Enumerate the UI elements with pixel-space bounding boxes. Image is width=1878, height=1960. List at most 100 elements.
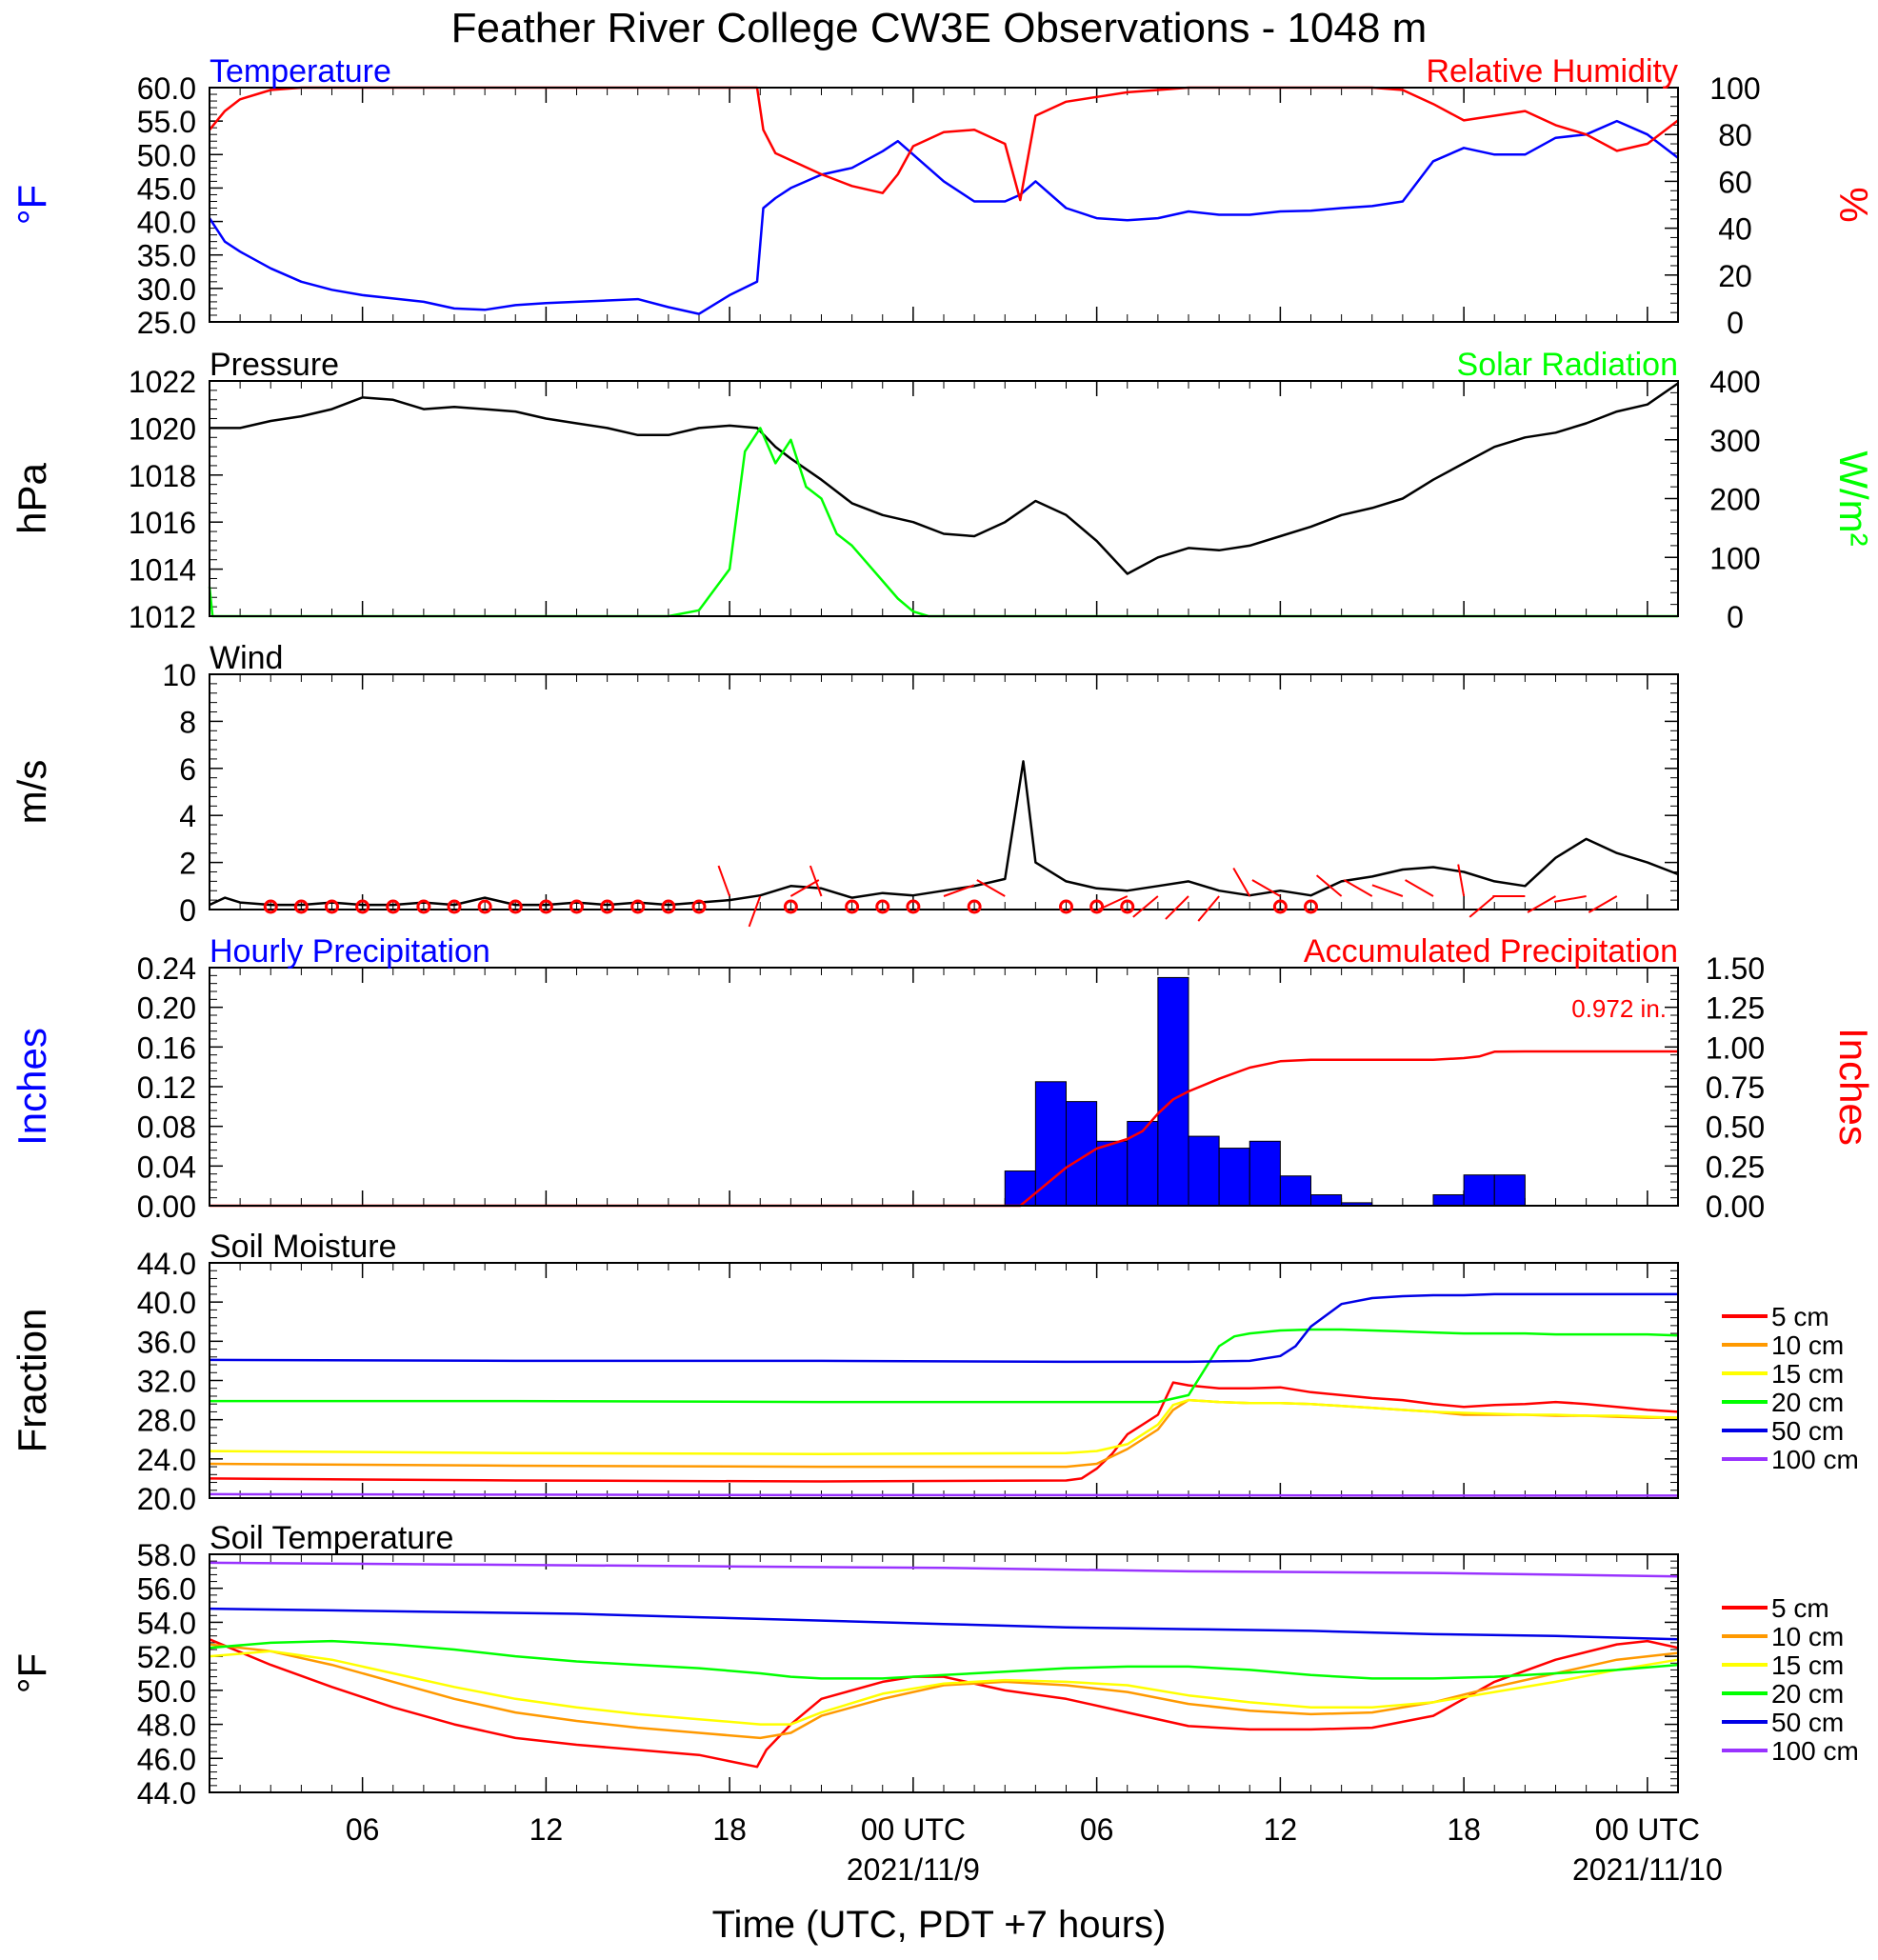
y-tick-label-left: 25.0 bbox=[137, 306, 196, 340]
series-line-temperature bbox=[208, 119, 1679, 315]
precip-bar bbox=[1249, 1140, 1281, 1207]
y-tick-label-left: 0 bbox=[179, 893, 196, 928]
y-tick-label-left: 20.0 bbox=[137, 1482, 196, 1516]
y-tick-label-right: 100 bbox=[1709, 71, 1760, 106]
y-tick-label-right: 1.25 bbox=[1706, 991, 1765, 1026]
y-tick-label-left: 52.0 bbox=[137, 1640, 196, 1674]
calm-wind-circle bbox=[416, 899, 431, 914]
y-tick-label-right: 80 bbox=[1718, 118, 1752, 152]
calm-wind-circle bbox=[569, 899, 584, 914]
calm-wind-circle bbox=[906, 899, 921, 914]
wind-barb bbox=[1315, 874, 1343, 897]
y-tick-label-left: 6 bbox=[179, 752, 196, 787]
y-tick-label-right: 0.75 bbox=[1706, 1070, 1765, 1105]
legend-label: 10 cm bbox=[1771, 1622, 1844, 1651]
wind-barb bbox=[789, 879, 820, 897]
calm-wind-circle bbox=[691, 899, 707, 914]
calm-wind-circle bbox=[293, 899, 309, 914]
plot-frame bbox=[209, 87, 1679, 323]
series-line-5-cm bbox=[209, 1381, 1679, 1483]
panel-title-left: Temperature bbox=[210, 53, 391, 90]
plot-frame bbox=[209, 967, 1679, 1207]
wind-barb bbox=[1457, 864, 1466, 897]
wind-barb bbox=[1165, 895, 1189, 920]
y-tick-label-left: 0.08 bbox=[137, 1110, 196, 1145]
series-line-15-cm bbox=[209, 1650, 1679, 1726]
y-tick-label-left: 4 bbox=[179, 799, 196, 833]
plot-frame bbox=[209, 380, 1679, 617]
y-tick-label-left: 0.04 bbox=[137, 1150, 196, 1184]
x-tick-date-label: 2021/11/9 bbox=[847, 1852, 980, 1887]
panel-title-left: Soil Temperature bbox=[210, 1520, 453, 1556]
calm-wind-circle bbox=[1304, 899, 1318, 914]
precip-bar bbox=[1279, 1175, 1311, 1207]
calm-wind-circle bbox=[1272, 899, 1288, 914]
calm-wind-circle bbox=[1089, 899, 1105, 914]
calm-wind-circle bbox=[1059, 899, 1073, 914]
x-tick-label: 18 bbox=[1447, 1812, 1481, 1847]
y-tick-label-left: 60.0 bbox=[137, 71, 196, 106]
legend-label: 50 cm bbox=[1771, 1416, 1844, 1446]
y-tick-label-left: 44.0 bbox=[137, 1776, 196, 1810]
legend-label: 20 cm bbox=[1771, 1388, 1844, 1417]
y-tick-label-left: 48.0 bbox=[137, 1709, 196, 1743]
precip-bar bbox=[1157, 976, 1189, 1207]
series-line-50-cm bbox=[209, 1292, 1678, 1364]
calm-wind-circle bbox=[600, 899, 615, 914]
panel-title-right: Relative Humidity bbox=[1426, 53, 1678, 90]
legend-label: 10 cm bbox=[1771, 1330, 1844, 1360]
wind-barb bbox=[1405, 879, 1434, 897]
panel-title-left: Pressure bbox=[210, 347, 339, 383]
precip-bar bbox=[1096, 1140, 1129, 1207]
legend-label: 5 cm bbox=[1771, 1302, 1829, 1331]
y-tick-label-left: 0.24 bbox=[137, 951, 196, 986]
calm-wind-circle bbox=[538, 899, 553, 914]
y-tick-label-right: 0.25 bbox=[1706, 1150, 1765, 1184]
calm-wind-circle bbox=[477, 899, 492, 914]
y-tick-label-left: 8 bbox=[179, 705, 196, 739]
calm-wind-circle bbox=[386, 899, 401, 914]
precip-bar bbox=[1218, 1148, 1250, 1207]
series-line-10-cm bbox=[209, 1398, 1678, 1469]
y-tick-label-right: 200 bbox=[1709, 483, 1760, 517]
precip-bar bbox=[1493, 1174, 1526, 1207]
y-tick-label-left: 1012 bbox=[129, 600, 196, 634]
precip-bar bbox=[1004, 1170, 1036, 1207]
y-tick-label-left: 58.0 bbox=[137, 1538, 196, 1572]
plot-frame bbox=[209, 1553, 1679, 1793]
series-line-50-cm bbox=[209, 1607, 1679, 1641]
legend-label: 50 cm bbox=[1771, 1708, 1844, 1737]
y-tick-label-left: 24.0 bbox=[137, 1443, 196, 1477]
wind-barb bbox=[1197, 895, 1220, 922]
calm-wind-circle bbox=[508, 899, 523, 914]
series-line-100-cm bbox=[209, 1492, 1678, 1497]
wind-barb bbox=[717, 865, 731, 897]
y-tick-label-left: 35.0 bbox=[137, 239, 196, 273]
precip-bar bbox=[1463, 1174, 1495, 1207]
y-tick-label-right: 0 bbox=[1727, 306, 1744, 340]
y-tick-label-left: 1018 bbox=[129, 459, 196, 493]
y-axis-label-left: Inches bbox=[10, 1028, 54, 1146]
y-tick-label-left: 30.0 bbox=[137, 272, 196, 307]
wind-barb bbox=[976, 879, 1006, 897]
y-tick-label-right: 0.00 bbox=[1706, 1190, 1765, 1224]
y-axis-label-left: hPa bbox=[10, 462, 54, 533]
x-axis: 06 12 18 00 UTC 2021/11/9 06 12 18 00 UTC 2021/11… bbox=[346, 1812, 1723, 1887]
y-axis-label-left: Fraction bbox=[10, 1309, 54, 1453]
series-line-20-cm bbox=[209, 1639, 1679, 1680]
y-axis-label-left: m/s bbox=[10, 760, 54, 825]
panel-title-left: Soil Moisture bbox=[210, 1229, 397, 1265]
x-tick-label: 00 UTC bbox=[861, 1812, 966, 1847]
y-tick-label-left: 32.0 bbox=[137, 1365, 196, 1399]
y-tick-label-left: 55.0 bbox=[137, 105, 196, 139]
y-tick-label-left: 50.0 bbox=[137, 138, 196, 172]
x-tick-date-label: 2021/11/10 bbox=[1572, 1852, 1723, 1887]
y-tick-label-right: 20 bbox=[1718, 259, 1752, 293]
panels: 25.030.035.040.045.050.055.060.002040608… bbox=[10, 53, 1876, 1810]
panel-5: 44.046.048.050.052.054.056.058.0 Soil Tem… bbox=[10, 1520, 1859, 1810]
precip-bar bbox=[1432, 1194, 1465, 1207]
panel-0: 25.030.035.040.045.050.055.060.0 0 20 40 60 8… bbox=[10, 53, 1876, 340]
x-tick-label: 12 bbox=[1264, 1812, 1298, 1847]
legend-label: 15 cm bbox=[1771, 1650, 1844, 1680]
calm-wind-circle bbox=[355, 899, 370, 914]
